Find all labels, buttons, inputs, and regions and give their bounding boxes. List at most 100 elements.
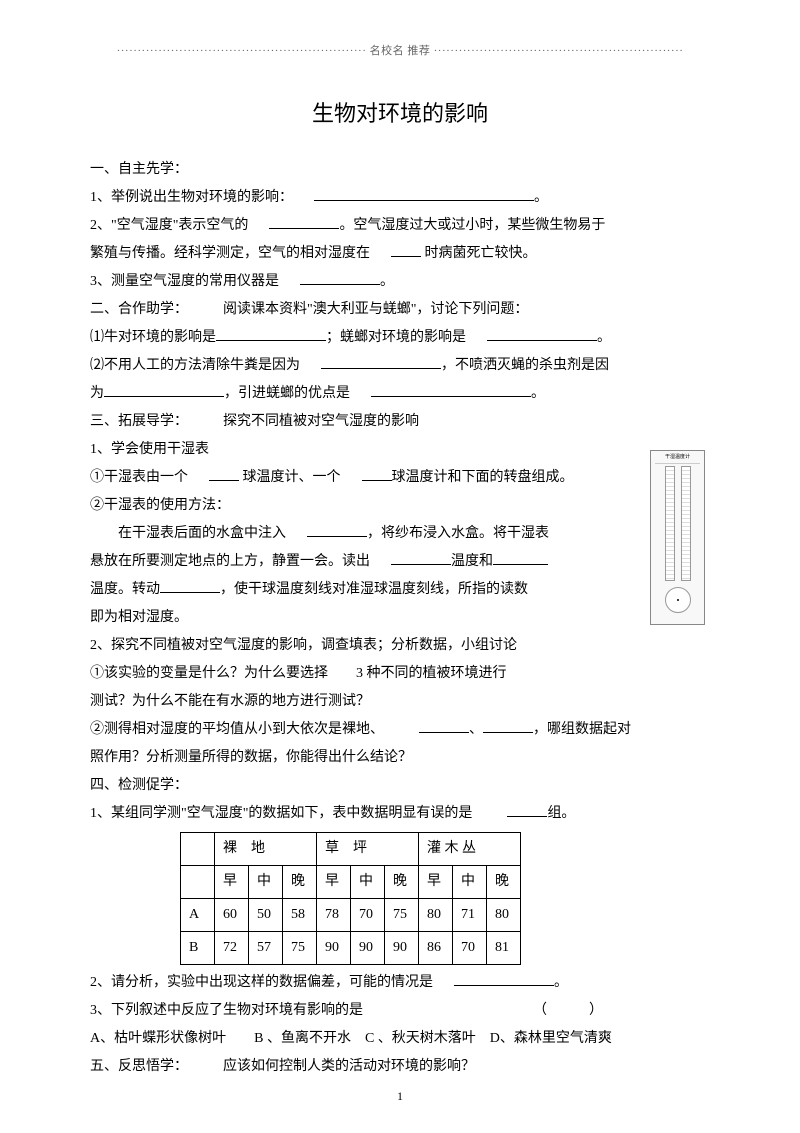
blank-field[interactable] (454, 972, 554, 986)
table-cell: 75 (283, 932, 317, 965)
blank-field[interactable] (209, 467, 239, 481)
table-cell: 中 (453, 866, 487, 899)
table-corner (181, 833, 215, 866)
table-blank (181, 866, 215, 899)
s3-q1i-t: 温度。转动 (90, 582, 160, 597)
blank-field[interactable] (321, 355, 441, 369)
period: 。 (380, 274, 394, 289)
blank-field[interactable] (216, 327, 326, 341)
s4-q3: 3、下列叙述中反应了生物对环境有影响的是（ ） (90, 997, 710, 1025)
header-dots: ········································… (90, 40, 710, 62)
blank-field[interactable] (160, 579, 220, 593)
s3-heading: 三、拓展导学： (90, 414, 188, 429)
table-cell: 晚 (283, 866, 317, 899)
s1-q3a: 3、测量空气湿度的常用仪器是 (90, 274, 279, 289)
s2-q2c: 为 (90, 386, 104, 401)
s3-q1e-t: 在干湿表后面的水盒中注入 (118, 526, 286, 541)
table-row-label: B (181, 932, 215, 965)
table-cell: 早 (317, 866, 351, 899)
table-cell: 70 (351, 899, 385, 932)
s3-q2c-t: ②测得相对湿度的平均值从小到大依次是裸地、 (90, 722, 384, 737)
wet-bulb-tube (681, 466, 691, 581)
blank-field[interactable] (314, 187, 534, 201)
table-cell: 中 (351, 866, 385, 899)
s3-q2d: 、 (469, 722, 483, 737)
table-cell: 中 (249, 866, 283, 899)
s5-heading: 五、反思悟学： (90, 1059, 188, 1074)
s3-q1h: 温度和 (451, 554, 493, 569)
table-cell: 50 (249, 899, 283, 932)
blank-field[interactable] (391, 551, 451, 565)
table-cell: 86 (419, 932, 453, 965)
s3-q1g-t: 悬放在所要测定地点的上方，静置一会。读出 (90, 554, 370, 569)
s3-q1a: ①干湿表由一个 球温度计、一个球温度计和下面的转盘组成。 (90, 464, 710, 492)
table-cell: 58 (283, 899, 317, 932)
blank-field[interactable] (104, 383, 224, 397)
period: 。 (554, 975, 568, 990)
s4-q3-paren[interactable]: （ ） (533, 1003, 603, 1018)
period: 。 (534, 190, 548, 205)
section-5: 五、反思悟学：应该如何控制人类的活动对环境的影响？ (90, 1053, 710, 1081)
hygrometer-dial (665, 587, 691, 613)
s2-heading: 二、合作助学： (90, 302, 188, 317)
s3-q1: 1、学会使用干湿表 (90, 436, 710, 464)
blank-field[interactable] (371, 383, 531, 397)
s3-q1k: 即为相对湿度。 (90, 604, 710, 632)
table-cell: 晚 (385, 866, 419, 899)
s1-q2: 2、"空气湿度"表示空气的 。空气湿度过大或过小时，某些微生物易于 (90, 212, 710, 240)
table-group-1: 裸 地 (215, 833, 317, 866)
s4-q1: 1、某组同学测"空气湿度"的数据如下，表中数据明显有误的是组。 (90, 800, 710, 828)
blank-field[interactable] (362, 467, 392, 481)
s1-q2c: 繁殖与传播。经科学测定，空气的相对湿度在 (90, 246, 370, 261)
table-time-row: 早 中 晚 早 中 晚 早 中 晚 (181, 866, 521, 899)
blank-field[interactable] (487, 327, 597, 341)
table-cell: 80 (487, 899, 521, 932)
s1-q1: 1、举例说出生物对环境的影响： 。 (90, 184, 710, 212)
page-title: 生物对环境的影响 (90, 92, 710, 136)
table-cell: 90 (351, 932, 385, 965)
blank-field[interactable] (507, 803, 547, 817)
humidity-data-table: 裸 地 草 坪 灌 木 丛 早 中 晚 早 中 晚 早 中 晚 A 60 50 … (180, 832, 521, 965)
table-group-3: 灌 木 丛 (419, 833, 521, 866)
blank-field[interactable] (307, 523, 367, 537)
table-row-label: A (181, 899, 215, 932)
s1-q1-text: 1、举例说出生物对环境的影响： (90, 190, 293, 205)
s4-q2a: 2、请分析，实验中出现这样的数据偏差，可能的情况是 (90, 975, 433, 990)
s3-q2e: ，哪组数据起对 (533, 722, 631, 737)
blank-field[interactable] (493, 551, 548, 565)
s2-q2b: ，不喷洒灭蝇的杀虫剂是因 (441, 358, 609, 373)
blank-field[interactable] (483, 719, 533, 733)
s3-q1f: ，将纱布浸入水盒。将干湿表 (367, 526, 549, 541)
s3-q2b: 测试？为什么不能在有水源的地方进行测试？ (90, 688, 710, 716)
period: 。 (597, 330, 611, 345)
s2-q1a: ⑴牛对环境的影响是 (90, 330, 216, 345)
s3-q1i: 温度。转动 ，使干球温度刻线对准湿球温度刻线，所指的读数 (90, 576, 710, 604)
blank-field[interactable] (300, 271, 380, 285)
table-cell: 71 (453, 899, 487, 932)
table-cell: 57 (249, 932, 283, 965)
s1-q3: 3、测量空气湿度的常用仪器是 。 (90, 268, 710, 296)
table-cell: 90 (317, 932, 351, 965)
s3-q1b: 球温度计、一个 (243, 470, 341, 485)
s4-q1b: 组。 (547, 806, 575, 821)
table-cell: 90 (385, 932, 419, 965)
table-cell: 75 (385, 899, 419, 932)
s3-q2c: ②测得相对湿度的平均值从小到大依次是裸地、 、 ，哪组数据起对 (90, 716, 710, 744)
section-1-heading: 一、自主先学： (90, 156, 710, 184)
s3-q1j: ，使干球温度刻线对准湿球温度刻线，所指的读数 (220, 582, 528, 597)
table-cell: 晚 (487, 866, 521, 899)
blank-field[interactable] (269, 215, 339, 229)
table-cell: 81 (487, 932, 521, 965)
table-cell: 70 (453, 932, 487, 965)
document-body: 一、自主先学： 1、举例说出生物对环境的影响： 。 2、"空气湿度"表示空气的 。空… (90, 156, 710, 1081)
table-cell: 60 (215, 899, 249, 932)
blank-field[interactable] (419, 719, 469, 733)
section-3: 三、拓展导学：探究不同植被对空气湿度的影响 (90, 408, 710, 436)
blank-field[interactable] (391, 243, 421, 257)
s1-q2b: 。空气湿度过大或过小时，某些微生物易于 (339, 218, 605, 233)
s3-q2: 2、探究不同植被对空气湿度的影响，调查填表；分析数据，小组讨论 (90, 632, 710, 660)
s2-q2d: ，引进蜣螂的优点是 (224, 386, 350, 401)
s1-q2a: 2、"空气湿度"表示空气的 (90, 218, 248, 233)
hygrometer-tubes (655, 466, 700, 581)
section-2: 二、合作助学：阅读课本资料"澳大利亚与蜣螂"，讨论下列问题： (90, 296, 710, 324)
